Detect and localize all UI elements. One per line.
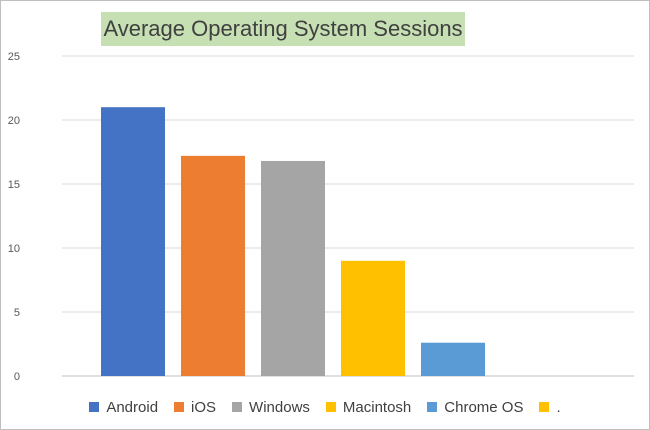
legend-swatch (232, 402, 243, 412)
y-tick-label: 15 (8, 179, 20, 191)
chart-title: Average Operating System Sessions (103, 16, 463, 41)
y-tick-label: 10 (8, 243, 20, 255)
legend-item: Chrome OS (427, 399, 523, 416)
legend-label: Macintosh (342, 398, 412, 416)
legend-label: Windows (249, 398, 310, 416)
legend-label: iOS (191, 398, 217, 416)
y-tick-label: 20 (8, 115, 20, 127)
bar-4 (341, 260, 405, 376)
legend-label: . (556, 398, 561, 416)
bars (101, 107, 485, 376)
chart-legend: Android iOS Windows Macintosh Chrome OS. (0, 396, 650, 418)
bar-3 (261, 160, 325, 376)
legend-item: Macintosh (325, 398, 412, 416)
bar-5 (421, 342, 485, 376)
y-axis-tick-labels: 0 5 10 15 20 25 (8, 51, 20, 383)
legend-item: Windows (232, 399, 310, 416)
y-tick-label: 25 (8, 51, 20, 63)
chart-title-box: Average Operating System Sessions (101, 12, 465, 46)
y-tick-label: 0 (14, 371, 20, 383)
bar-2 (181, 155, 245, 376)
y-tick-label: 5 (14, 307, 20, 319)
legend-swatch (89, 402, 100, 412)
legend-item: . (539, 398, 561, 416)
legend-swatch (325, 402, 336, 412)
legend-swatch (427, 402, 438, 412)
legend-label: Chrome OS (444, 398, 524, 416)
legend-swatch (174, 402, 185, 412)
legend-item: Android (89, 399, 158, 416)
bar-1 (101, 107, 165, 376)
legend-label: Android (106, 398, 159, 416)
legend-swatch (539, 402, 550, 412)
legend-item: iOS (174, 399, 216, 416)
